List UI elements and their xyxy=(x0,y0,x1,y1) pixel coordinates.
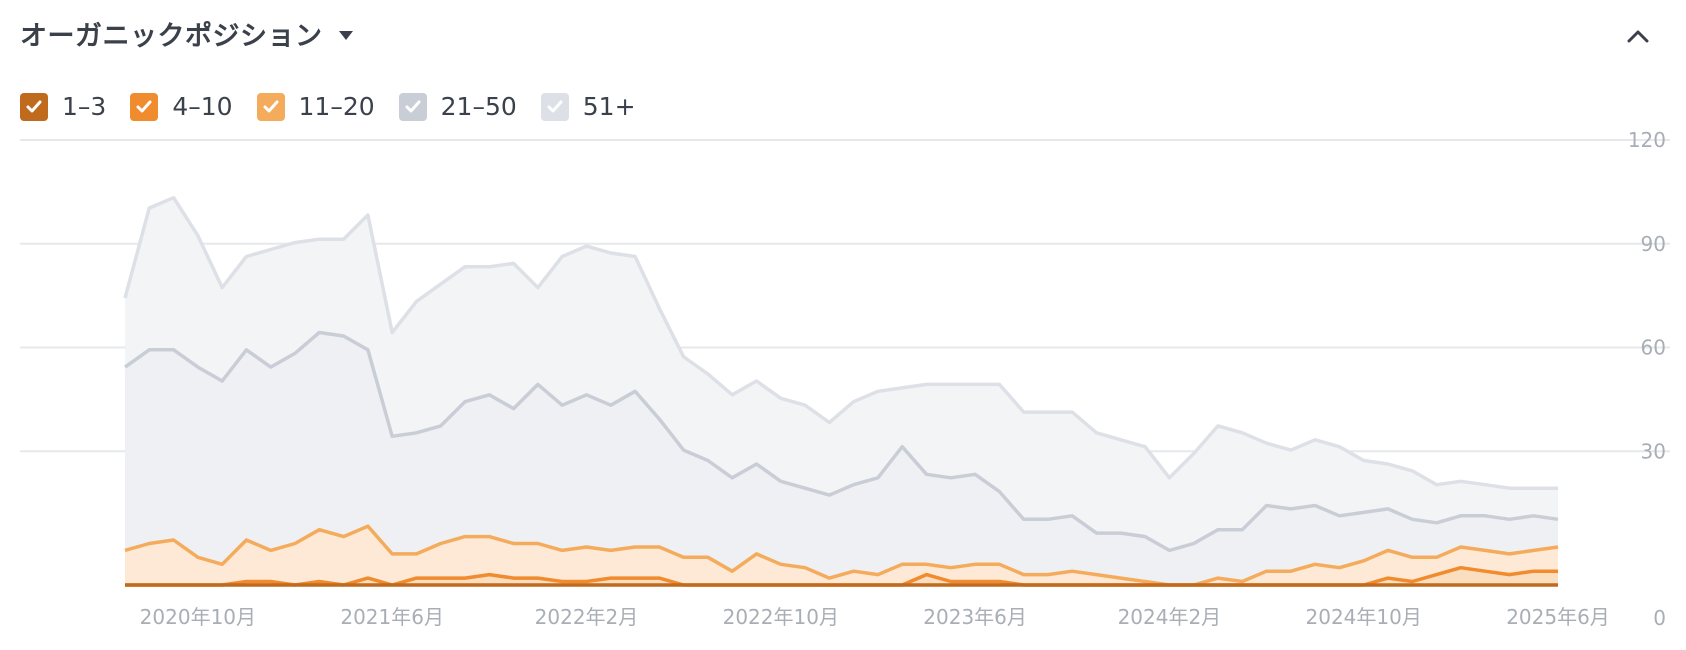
legend-item-21-50[interactable]: 21–50 xyxy=(398,92,517,121)
chevron-up-icon[interactable] xyxy=(1626,24,1650,48)
series-area xyxy=(125,332,1558,585)
x-tick-label: 2024年2月 xyxy=(1118,605,1222,629)
legend-item-4-10[interactable]: 4–10 xyxy=(130,92,233,121)
y-tick-label: 120 xyxy=(1628,128,1666,152)
series-area xyxy=(125,197,1558,551)
x-tick-label: 2022年2月 xyxy=(535,605,639,629)
legend-label: 21–50 xyxy=(440,92,517,121)
checkbox-icon[interactable] xyxy=(130,92,159,121)
checkbox-icon[interactable] xyxy=(398,92,427,121)
x-tick-label: 2021年6月 xyxy=(340,605,444,629)
legend-item-1-3[interactable]: 1–3 xyxy=(20,92,106,121)
legend-label: 11–20 xyxy=(298,92,375,121)
legend-label: 51+ xyxy=(582,92,636,121)
y-tick-label: 0 xyxy=(1653,606,1666,630)
series-area xyxy=(125,526,1558,585)
series-line xyxy=(124,524,1559,587)
caret-down-icon[interactable] xyxy=(338,31,353,40)
x-tick-label: 2023年6月 xyxy=(923,605,1027,629)
x-tick-label: 2025年6月 xyxy=(1506,605,1610,629)
legend-item-11-20[interactable]: 11–20 xyxy=(256,92,375,121)
series-area xyxy=(125,567,1558,585)
legend-item-51-plus[interactable]: 51+ xyxy=(540,92,636,121)
chart-title: オーガニックポジション xyxy=(20,21,323,52)
series-line xyxy=(123,195,1558,490)
x-tick-label: 2024年10月 xyxy=(1306,605,1422,629)
y-tick-label: 30 xyxy=(1641,439,1666,463)
y-tick-label: 60 xyxy=(1641,336,1666,360)
legend-label: 1–3 xyxy=(62,92,107,121)
x-tick-label: 2022年10月 xyxy=(723,605,839,629)
legend-label: 4–10 xyxy=(172,92,233,121)
y-tick-label: 90 xyxy=(1641,232,1666,256)
series-line xyxy=(123,330,1559,553)
x-tick-label: 2020年10月 xyxy=(140,605,256,629)
checkbox-icon[interactable] xyxy=(256,92,285,121)
checkbox-icon[interactable] xyxy=(540,92,569,121)
checkbox-icon[interactable] xyxy=(20,92,48,121)
chart-header: オーガニックポジション xyxy=(20,14,353,53)
chart-legend: 1–3 4–10 11–20 21–50 51+ xyxy=(20,92,636,121)
